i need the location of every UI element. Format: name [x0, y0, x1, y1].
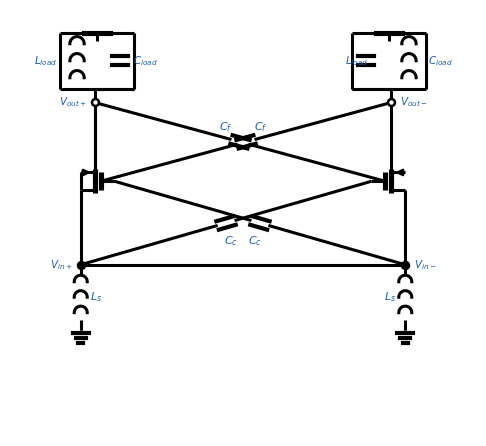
Text: $V_{in+}$: $V_{in+}$ [50, 258, 72, 272]
Text: $L_{load}$: $L_{load}$ [34, 54, 57, 68]
Text: $L_{load}$: $L_{load}$ [345, 54, 368, 68]
Text: $C_f$: $C_f$ [219, 120, 232, 133]
Text: $L_s$: $L_s$ [90, 290, 102, 304]
Text: $C_{load}$: $C_{load}$ [429, 54, 453, 68]
Text: $C_c$: $C_c$ [224, 235, 238, 248]
Text: $V_{out+}$: $V_{out+}$ [58, 95, 87, 109]
Text: $C_c$: $C_c$ [248, 235, 262, 248]
Text: $V_{out-}$: $V_{out-}$ [399, 95, 427, 109]
Text: $C_f$: $C_f$ [254, 120, 267, 133]
Text: $L_s$: $L_s$ [384, 290, 396, 304]
Text: $C_{load}$: $C_{load}$ [133, 54, 158, 68]
Text: $V_{in-}$: $V_{in-}$ [414, 258, 436, 272]
